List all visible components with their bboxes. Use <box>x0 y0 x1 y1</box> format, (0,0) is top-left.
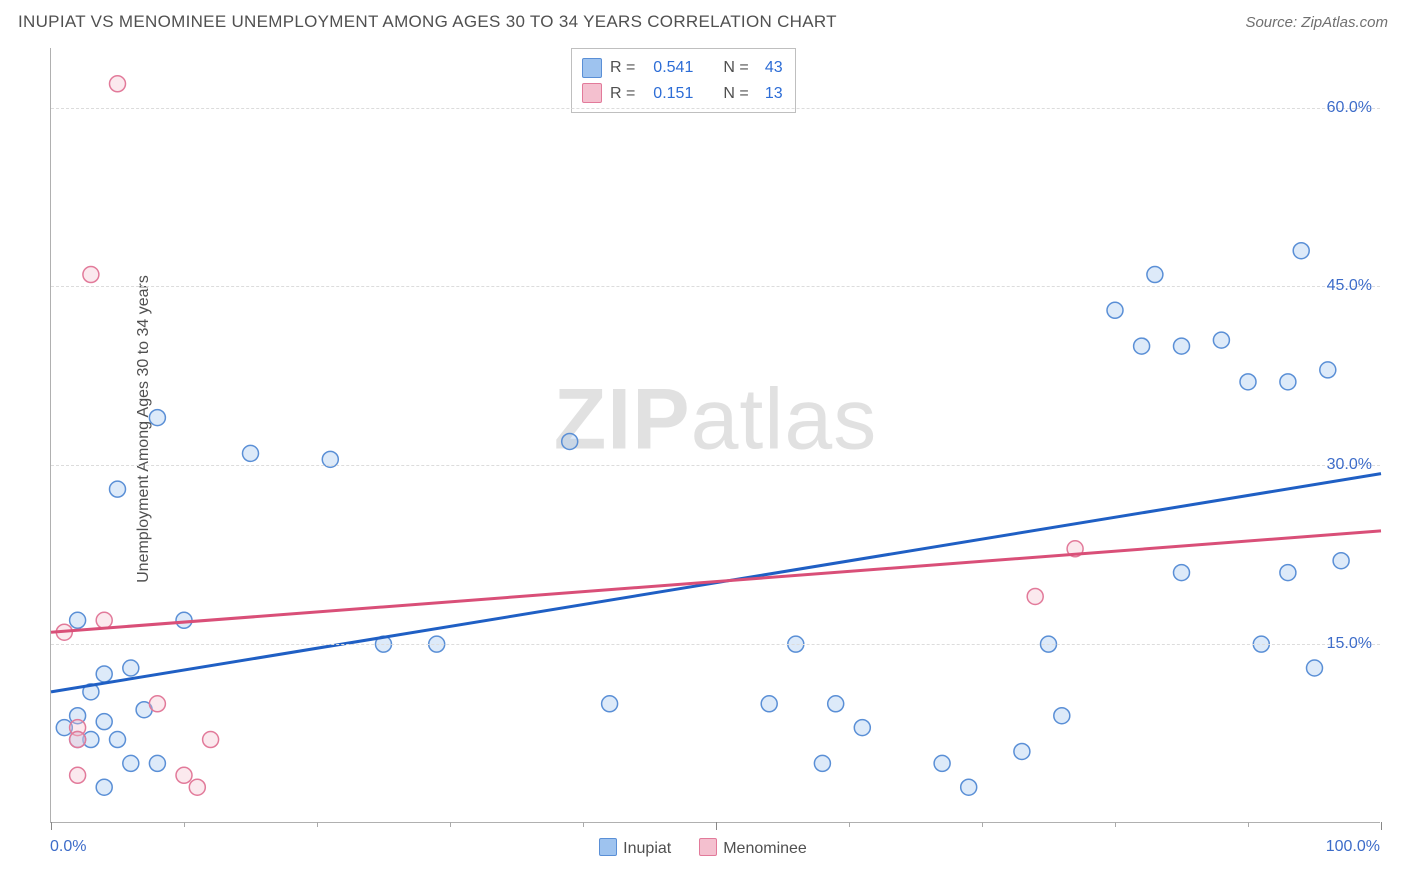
x-tick <box>716 822 717 830</box>
data-point <box>149 696 165 712</box>
r-value: 0.541 <box>643 55 693 81</box>
x-tick <box>982 822 983 827</box>
x-tick <box>1381 822 1382 830</box>
data-point <box>934 755 950 771</box>
chart-title: INUPIAT VS MENOMINEE UNEMPLOYMENT AMONG … <box>18 12 837 32</box>
stats-row: R = 0.541 N = 43 <box>582 55 783 81</box>
header: INUPIAT VS MENOMINEE UNEMPLOYMENT AMONG … <box>18 12 1388 32</box>
stats-row: R = 0.151 N = 13 <box>582 81 783 107</box>
data-point <box>1213 332 1229 348</box>
data-point <box>70 767 86 783</box>
data-point <box>110 481 126 497</box>
gridline <box>51 465 1380 466</box>
data-point <box>149 755 165 771</box>
data-point <box>562 433 578 449</box>
data-point <box>1280 565 1296 581</box>
legend-swatch <box>582 58 602 78</box>
legend-label: Menominee <box>723 840 807 857</box>
data-point <box>110 732 126 748</box>
x-tick <box>51 822 52 830</box>
n-label: N = <box>723 81 748 107</box>
r-label: R = <box>610 55 635 81</box>
data-point <box>761 696 777 712</box>
data-point <box>176 767 192 783</box>
data-point <box>96 779 112 795</box>
data-point <box>123 755 139 771</box>
y-tick-label: 15.0% <box>1327 635 1372 653</box>
data-point <box>1027 588 1043 604</box>
x-tick <box>849 822 850 827</box>
data-point <box>149 410 165 426</box>
data-point <box>1280 374 1296 390</box>
data-point <box>96 714 112 730</box>
y-tick-label: 60.0% <box>1327 99 1372 117</box>
data-point <box>96 612 112 628</box>
data-point <box>1014 743 1030 759</box>
data-point <box>1333 553 1349 569</box>
data-point <box>123 660 139 676</box>
data-point <box>814 755 830 771</box>
data-point <box>96 666 112 682</box>
data-point <box>1054 708 1070 724</box>
data-point <box>1240 374 1256 390</box>
data-point <box>110 76 126 92</box>
gridline <box>51 286 1380 287</box>
data-point <box>70 612 86 628</box>
x-tick <box>184 822 185 827</box>
gridline <box>51 108 1380 109</box>
data-point <box>189 779 205 795</box>
data-point <box>961 779 977 795</box>
y-tick-label: 30.0% <box>1327 456 1372 474</box>
x-tick <box>1115 822 1116 827</box>
data-point <box>243 445 259 461</box>
data-point <box>1174 565 1190 581</box>
trend-line <box>51 531 1381 632</box>
n-label: N = <box>723 55 748 81</box>
n-value: 13 <box>757 81 783 107</box>
data-point <box>1174 338 1190 354</box>
x-tick <box>583 822 584 827</box>
data-point <box>1307 660 1323 676</box>
bottom-legend: Inupiat Menominee <box>0 838 1406 858</box>
data-point <box>1293 243 1309 259</box>
r-value: 0.151 <box>643 81 693 107</box>
data-point <box>203 732 219 748</box>
y-tick-label: 45.0% <box>1327 277 1372 295</box>
data-point <box>70 732 86 748</box>
source-label: Source: ZipAtlas.com <box>1245 14 1388 31</box>
n-value: 43 <box>757 55 783 81</box>
data-point <box>854 720 870 736</box>
legend-swatch <box>599 838 617 856</box>
legend-swatch <box>582 83 602 103</box>
legend-swatch <box>699 838 717 856</box>
gridline <box>51 644 1380 645</box>
data-point <box>83 267 99 283</box>
x-tick <box>450 822 451 827</box>
legend-label: Inupiat <box>623 840 671 857</box>
scatter-svg <box>51 48 1380 822</box>
x-tick <box>317 822 318 827</box>
stats-legend-box: R = 0.541 N = 43 R = 0.151 N = 13 <box>571 48 796 113</box>
data-point <box>1147 267 1163 283</box>
data-point <box>1320 362 1336 378</box>
r-label: R = <box>610 81 635 107</box>
data-point <box>602 696 618 712</box>
data-point <box>1107 302 1123 318</box>
data-point <box>828 696 844 712</box>
x-tick <box>1248 822 1249 827</box>
data-point <box>1134 338 1150 354</box>
plot-area: ZIPatlas R =0.541N =43R =0.151N =13 15.0… <box>50 48 1380 823</box>
